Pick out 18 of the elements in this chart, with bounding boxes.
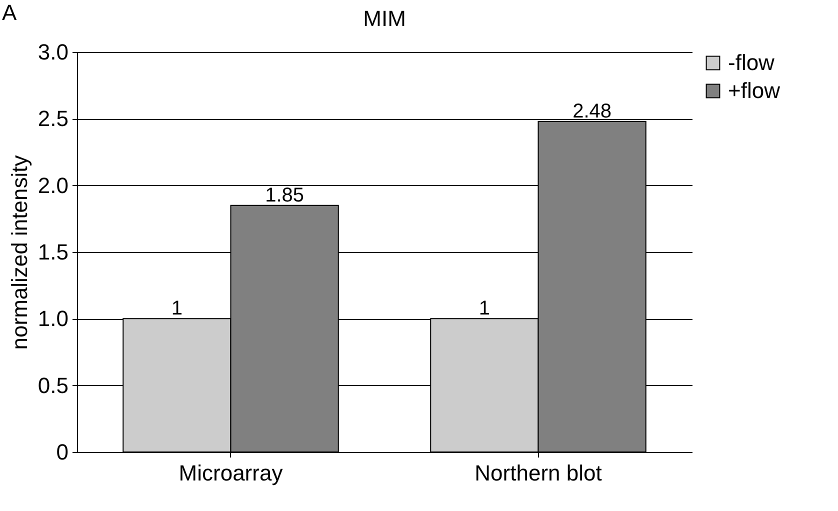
y-tick-label: 3.0 [38,40,68,64]
data-label: 1 [478,298,490,320]
x-tick-label: Microarray [178,460,283,486]
legend-label: +flow [728,78,780,103]
y-tick-label: 1.5 [38,240,68,264]
text: A [2,0,17,26]
y-tick-label: 2.0 [38,172,68,198]
data-label: 1 [171,298,182,320]
y-tick-label: 0.5 [38,372,68,398]
chart-title: MIM [363,6,406,31]
y-tick-label: 2.5 [38,106,68,132]
y-axis-title: normalized intensity [6,155,32,350]
y-tick-label: 1.0 [38,306,68,332]
data-label: 2.48 [572,100,612,122]
legend-label: -flow [728,50,775,75]
x-tick-label: Northern blot [474,460,602,486]
data-label: 1.85 [265,184,304,206]
y-tick-label: 0 [56,440,68,464]
